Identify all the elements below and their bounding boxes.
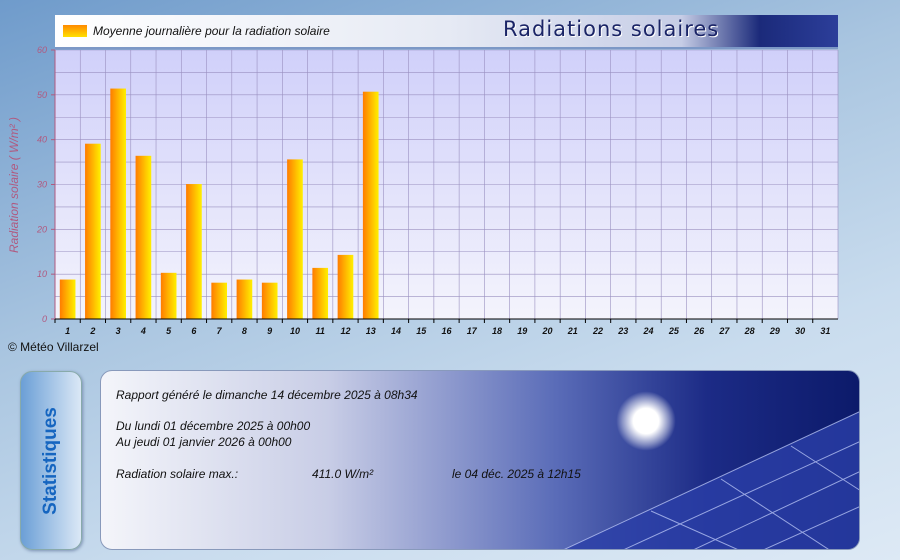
y-axis-label: Radiation solaire ( W/m² ): [7, 117, 21, 253]
bar-day-7: [211, 282, 228, 319]
x-tick-label: 3: [116, 326, 121, 336]
bar-day-11: [312, 267, 329, 319]
x-tick-label: 24: [643, 326, 654, 336]
y-tick-label: 40: [37, 135, 47, 145]
x-tick-label: 4: [140, 326, 146, 336]
legend-swatch: [63, 25, 87, 37]
y-tick-label: 50: [37, 90, 47, 100]
chart-header: Moyenne journalière pour la radiation so…: [55, 15, 838, 49]
x-tick-label: 7: [217, 326, 223, 336]
x-tick-label: 15: [416, 326, 427, 336]
x-tick-label: 22: [592, 326, 603, 336]
bar-day-4: [135, 155, 152, 319]
bar-day-9: [261, 282, 278, 319]
max-date: le 04 déc. 2025 à 12h15: [452, 467, 581, 481]
x-tick-label: 21: [567, 326, 578, 336]
chart-title: Radiations solaires: [503, 17, 720, 41]
x-tick-label: 29: [769, 326, 780, 336]
x-tick-label: 5: [166, 326, 172, 336]
report-date: Rapport généré le dimanche 14 décembre 2…: [116, 388, 418, 402]
bar-day-6: [186, 184, 202, 319]
period-from: Du lundi 01 décembre 2025 à 00h00: [116, 419, 311, 433]
bar-day-3: [110, 88, 126, 319]
x-tick-label: 13: [366, 326, 376, 336]
x-tick-label: 30: [795, 326, 805, 336]
stats-panel: Rapport généré le dimanche 14 décembre 2…: [100, 370, 860, 550]
sun-image: [616, 391, 676, 451]
solar-panel-image: [564, 411, 859, 549]
x-tick-label: 25: [668, 326, 680, 336]
x-tick-label: 2: [89, 326, 95, 336]
x-tick-label: 23: [617, 326, 628, 336]
max-label: Radiation solaire max.:: [116, 467, 239, 481]
x-tick-label: 28: [744, 326, 755, 336]
bar-day-1: [59, 279, 76, 319]
x-tick-label: 31: [820, 326, 830, 336]
x-tick-label: 9: [267, 326, 272, 336]
x-tick-label: 18: [492, 326, 502, 336]
x-tick-label: 6: [191, 326, 197, 336]
bar-day-8: [236, 279, 253, 319]
x-tick-label: 12: [340, 326, 350, 336]
bar-day-12: [337, 254, 354, 319]
stats-tab-label: Statistiques: [40, 406, 61, 515]
x-tick-label: 10: [290, 326, 300, 336]
x-tick-label: 1: [65, 326, 70, 336]
y-tick-label: 60: [37, 45, 47, 55]
x-tick-label: 27: [718, 326, 730, 336]
x-tick-label: 11: [316, 326, 325, 336]
legend-label: Moyenne journalière pour la radiation so…: [93, 24, 330, 38]
stats-tab[interactable]: Statistiques: [20, 371, 82, 550]
copyright: © Météo Villarzel: [8, 340, 99, 354]
bar-day-13: [362, 91, 379, 319]
max-value: 411.0 W/m²: [312, 467, 374, 481]
bar-day-5: [160, 272, 177, 319]
x-tick-label: 17: [467, 326, 478, 336]
y-tick-label: 30: [37, 180, 47, 190]
y-tick-label: 0: [42, 314, 47, 324]
period-to: Au jeudi 01 janvier 2026 à 00h00: [116, 435, 292, 449]
bar-day-10: [287, 159, 303, 319]
x-tick-label: 16: [441, 326, 452, 336]
bar-day-2: [85, 143, 101, 319]
x-tick-label: 19: [517, 326, 527, 336]
y-tick-label: 10: [37, 269, 47, 279]
x-tick-label: 8: [242, 326, 247, 336]
x-tick-label: 26: [693, 326, 705, 336]
y-tick-label: 20: [36, 224, 47, 234]
x-tick-label: 14: [391, 326, 401, 336]
x-tick-label: 20: [542, 326, 553, 336]
